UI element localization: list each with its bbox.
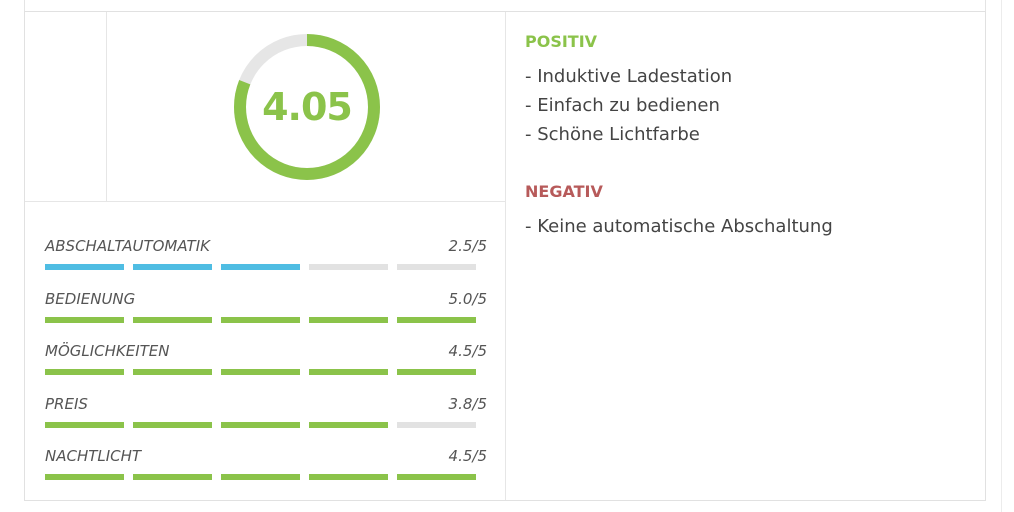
rating-segment xyxy=(133,316,212,323)
page-edge-line xyxy=(1001,0,1002,512)
rating-segment xyxy=(45,474,124,480)
rating-segment xyxy=(309,369,388,375)
rating-segment xyxy=(133,369,212,375)
pros-section: POSITIV - Induktive Ladestation - Einfac… xyxy=(525,32,965,182)
criterion-label: PREIS xyxy=(45,394,88,413)
rating-segment xyxy=(397,369,476,375)
criterion-row: PREIS 3.8/5 xyxy=(45,393,487,446)
rating-segment xyxy=(221,264,300,270)
rating-segment xyxy=(397,316,476,323)
criterion-row: NACHTLICHT 4.5/5 xyxy=(45,445,487,498)
criterion-rating-bar xyxy=(45,369,477,375)
rating-segment xyxy=(309,264,388,270)
pros-list: - Induktive Ladestation - Einfach zu bed… xyxy=(525,62,965,149)
rating-segment xyxy=(397,421,476,428)
review-box: 4.05 ABSCHALTAUTOMATIK 2.5/5 BEDIENUNG 5.0/… xyxy=(24,11,986,501)
criterion-label: MÖGLICHKEITEN xyxy=(45,342,170,360)
pros-item: - Einfach zu bedienen xyxy=(525,95,720,116)
rating-segment xyxy=(309,421,388,428)
pros-item: - Schöne Lichtfarbe xyxy=(525,124,700,145)
pros-heading: POSITIV xyxy=(525,32,598,51)
rating-segment xyxy=(133,264,212,270)
rating-segment xyxy=(397,264,476,270)
criterion-score: 4.5/5 xyxy=(448,447,487,465)
criteria-list: ABSCHALTAUTOMATIK 2.5/5 BEDIENUNG 5.0/5 MÖGL… xyxy=(45,235,487,498)
criterion-score: 2.5/5 xyxy=(448,237,487,255)
rating-segment xyxy=(45,316,124,323)
cons-item: - Keine automatische Abschaltung xyxy=(525,216,833,237)
pros-cons-panel: POSITIV - Induktive Ladestation - Einfac… xyxy=(525,32,965,241)
criterion-row: ABSCHALTAUTOMATIK 2.5/5 xyxy=(45,235,487,288)
container-top-frame xyxy=(24,0,986,12)
overall-score: 4.05 xyxy=(262,85,353,129)
rating-segment xyxy=(309,316,388,323)
rating-segment xyxy=(45,369,124,375)
criterion-score: 5.0/5 xyxy=(448,289,487,308)
rating-segment xyxy=(133,474,212,480)
rating-segment xyxy=(221,474,300,480)
column-divider xyxy=(505,12,506,500)
criterion-label: ABSCHALTAUTOMATIK xyxy=(45,237,210,255)
rating-segment xyxy=(221,316,300,323)
cons-heading: NEGATIV xyxy=(525,182,603,201)
criterion-label: NACHTLICHT xyxy=(45,447,142,465)
score-ring-graphic xyxy=(234,34,380,180)
cons-section: NEGATIV - Keine automatische Abschaltung xyxy=(525,182,965,241)
criterion-score: 3.8/5 xyxy=(448,394,487,413)
rating-segment xyxy=(397,474,476,480)
score-ring: 4.05 xyxy=(231,31,383,183)
criterion-rating-bar xyxy=(45,316,477,323)
score-ring-arc xyxy=(234,34,380,180)
criterion-rating-bar xyxy=(45,474,477,480)
criterion-row: MÖGLICHKEITEN 4.5/5 xyxy=(45,340,487,393)
criterion-row: BEDIENUNG 5.0/5 xyxy=(45,288,487,341)
rating-segment xyxy=(45,421,124,428)
rating-segment xyxy=(133,421,212,428)
pros-item: - Induktive Ladestation xyxy=(525,66,733,87)
criterion-label: BEDIENUNG xyxy=(45,289,136,308)
score-panel-divider xyxy=(106,12,107,201)
rating-segment xyxy=(221,421,300,428)
criterion-score: 4.5/5 xyxy=(448,342,487,360)
rating-segment xyxy=(221,369,300,375)
criterion-rating-bar xyxy=(45,421,477,428)
rating-segment xyxy=(309,474,388,480)
cons-list: - Keine automatische Abschaltung xyxy=(525,212,965,241)
rating-segment xyxy=(45,264,124,270)
score-panel: 4.05 xyxy=(25,12,505,202)
criterion-rating-bar xyxy=(45,264,477,270)
